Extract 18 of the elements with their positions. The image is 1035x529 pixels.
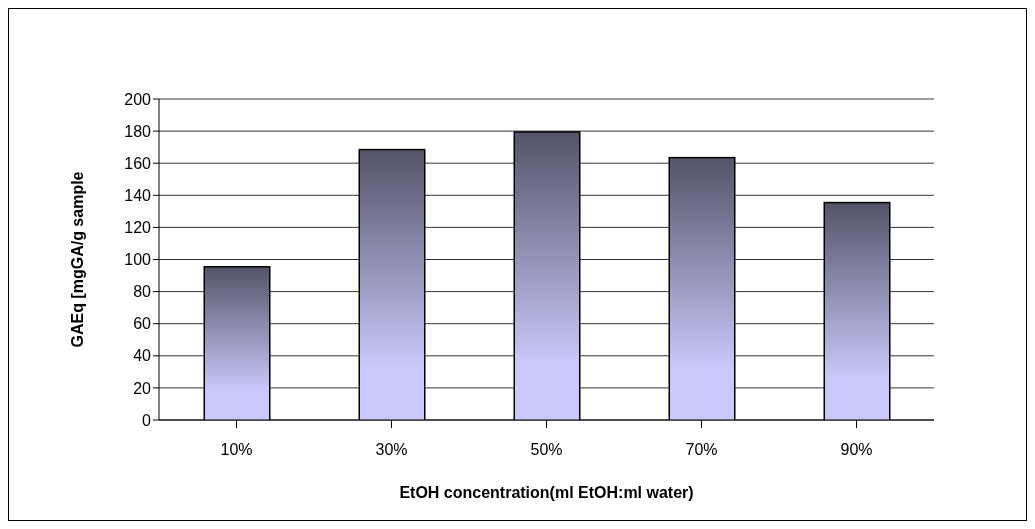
y-tick-label: 180: [124, 122, 152, 140]
y-tick-label: 100: [124, 251, 152, 269]
y-tick-label: 160: [124, 154, 152, 172]
x-tick-label: 90%: [840, 441, 873, 459]
y-tick-label: 20: [133, 379, 152, 397]
y-tick-label: 60: [133, 315, 152, 333]
y-axis-title: GAEq [mgGA/g sample: [68, 171, 86, 348]
y-tick-label: 120: [124, 219, 152, 237]
y-tick-label: 40: [133, 347, 152, 365]
x-tick-label: 10%: [220, 441, 253, 459]
y-tick-label: 80: [133, 283, 152, 301]
x-axis-title: EtOH concentration(ml EtOH:ml water): [399, 484, 694, 501]
x-tick-label: 70%: [685, 441, 718, 459]
x-tick-label: 30%: [375, 441, 408, 459]
x-tick-label: 50%: [530, 441, 563, 459]
y-tick-label: 140: [124, 186, 152, 204]
y-tick-label: 0: [142, 411, 152, 429]
y-tick-label: 200: [124, 90, 152, 108]
